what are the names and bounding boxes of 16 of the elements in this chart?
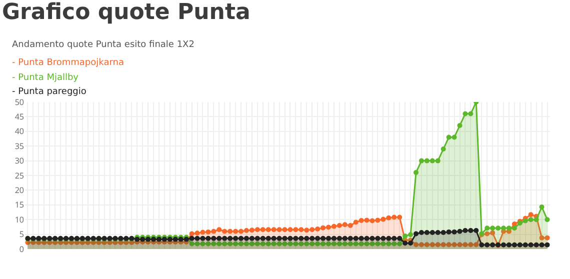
text: - Punta pareggio [12,86,88,99]
y-tick-label: 5 [19,229,24,240]
y-tick-label: 10 [14,214,24,226]
chart-subtitle: Andamento quote Punta esito finale 1X2 [12,40,194,50]
text: - Punta Brommapojkarna [12,57,124,70]
text: - Punta Mjallby [12,72,80,84]
chart-title: Grafico quote Punta [2,0,250,25]
y-tick-label: 20 [14,185,24,196]
y-tick-label: 45 [14,112,24,122]
y-tick-label: 35 [14,140,24,152]
y-tick-label: 15 [14,200,24,211]
y-tick-label: 25 [14,170,24,182]
y-tick-label: 50 [14,96,24,108]
y-tick-label: 30 [14,156,24,167]
y-tick-label: 0 [19,244,24,255]
y-tick-label: 40 [14,126,24,138]
